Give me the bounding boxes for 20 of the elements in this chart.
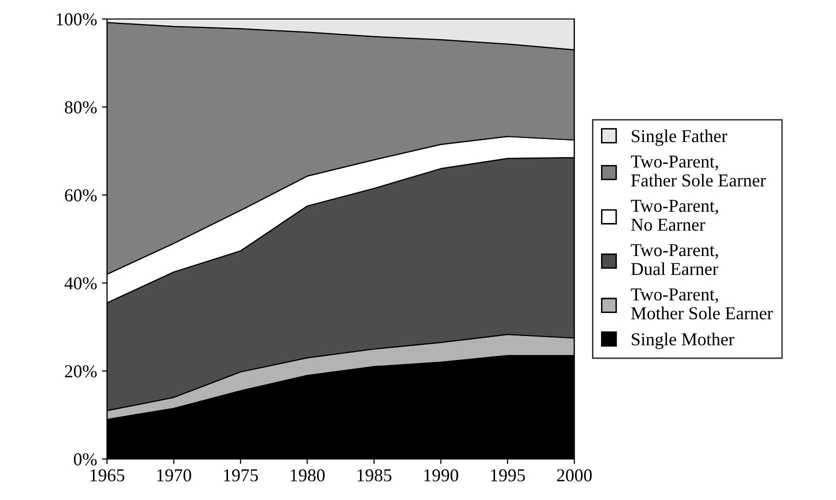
legend-label: Two-Parent, Mother Sole Earner [630, 288, 773, 320]
x-tick-label: 1975 [224, 469, 258, 482]
legend-label: Two-Parent, Father Sole Earner [630, 156, 766, 187]
legend-label: Two-Parent, Dual Earner [630, 244, 718, 276]
x-tick-label: 1990 [424, 469, 458, 482]
y-tick-label: 60% [64, 189, 97, 202]
x-tick-label: 1985 [358, 469, 392, 482]
y-tick-label: 40% [64, 277, 97, 290]
y-tick-label: 100% [56, 13, 97, 26]
x-tick-label: 1995 [491, 469, 525, 482]
x-tick-label: 1965 [90, 469, 124, 482]
legend-label: Single Mother [632, 332, 734, 350]
x-tick-label: 1980 [290, 469, 325, 482]
x-tick-label: 1970 [157, 469, 192, 482]
legend-label: Two-Parent, No Earner [630, 200, 718, 231]
y-tick-label: 20% [64, 365, 97, 378]
y-tick-label: 80% [64, 101, 97, 114]
x-tick-label: 2000 [557, 469, 592, 482]
y-tick-label: 0% [74, 453, 97, 466]
legend-label: Single Father [632, 130, 728, 146]
